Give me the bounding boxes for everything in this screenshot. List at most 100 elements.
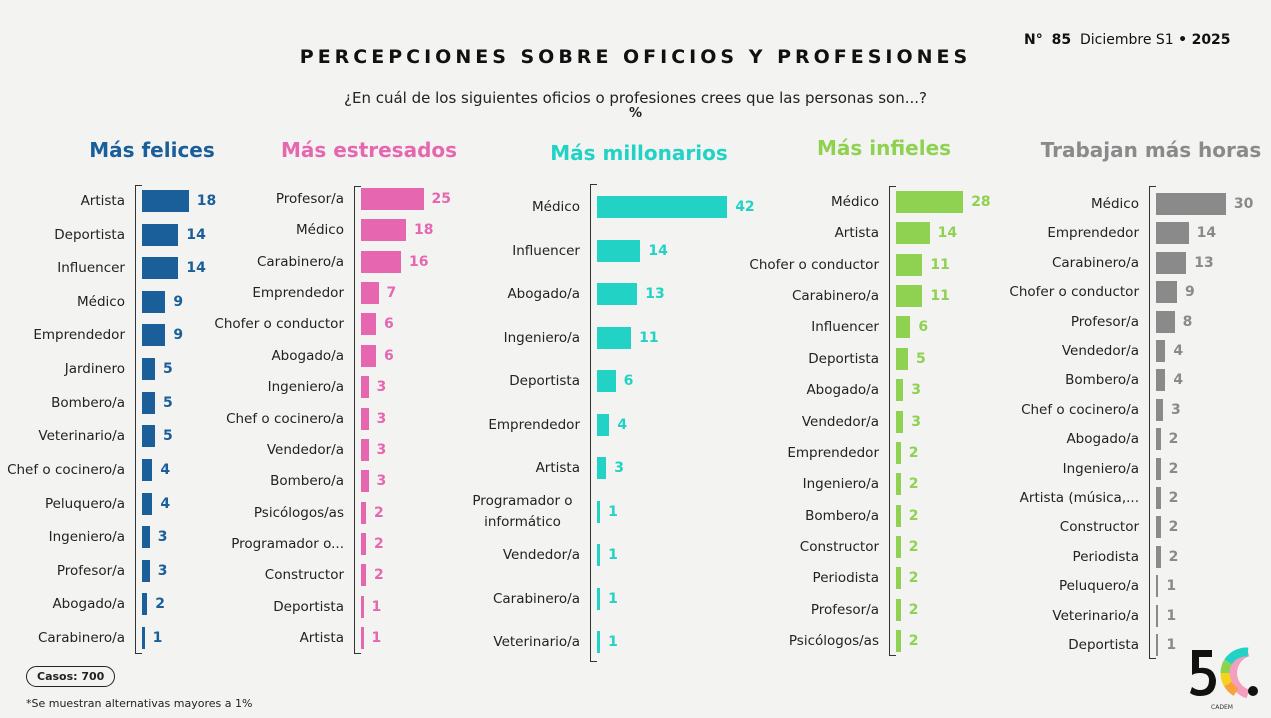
value-label: 11 <box>639 329 659 346</box>
issue-info: N° 85 Diciembre S1 • 2025 <box>1024 32 1231 48</box>
value-label: 3 <box>376 441 387 458</box>
value-label: 2 <box>374 567 384 584</box>
value-label: 2 <box>908 538 919 555</box>
category-label: Chef o cocinero/a <box>7 461 125 478</box>
issue-separator: • <box>1178 32 1188 48</box>
bar <box>1156 457 1161 480</box>
category-label: Carabinero/a <box>1051 254 1139 271</box>
bar <box>1156 604 1159 627</box>
category-label: Peluquero/a <box>1058 578 1139 595</box>
value-label: 4 <box>617 416 628 433</box>
value-label: 6 <box>384 316 394 333</box>
category-label: Artista <box>535 460 580 476</box>
bar <box>896 285 923 308</box>
bar <box>361 376 369 399</box>
value-label: 2 <box>374 535 384 552</box>
bar <box>142 492 153 515</box>
bar <box>1156 487 1161 509</box>
value-label: 3 <box>376 410 387 427</box>
value-label: 14 <box>186 260 206 277</box>
category-label: Chofer o conductor <box>1009 284 1139 301</box>
value-label: 1 <box>152 630 163 646</box>
page-title: PERCEPCIONES SOBRE OFICIOS Y PROFESIONES <box>299 46 972 68</box>
value-label: 9 <box>173 327 184 344</box>
bar <box>1156 428 1161 451</box>
value-label: 2 <box>1168 431 1179 448</box>
bar <box>142 190 189 212</box>
bar <box>142 290 166 313</box>
category-label: Ingeniero/a <box>802 476 879 493</box>
category-label: Influencer <box>811 319 879 336</box>
value-label: 7 <box>386 285 397 302</box>
bar <box>361 282 379 305</box>
category-label: Deportista <box>808 350 879 367</box>
bar <box>896 410 904 433</box>
bar <box>1156 369 1166 392</box>
bar <box>142 425 155 448</box>
value-label: 2 <box>1168 519 1179 536</box>
value-label: 1 <box>608 503 618 520</box>
category-label: Artista (música,... <box>1019 490 1139 506</box>
value-label: 18 <box>196 193 217 209</box>
category-label: Artista <box>299 630 344 646</box>
bar <box>896 441 901 464</box>
chart-axis <box>590 184 597 662</box>
value-label: 3 <box>614 460 625 476</box>
bar <box>597 283 638 305</box>
bar <box>142 559 150 582</box>
value-label: 1 <box>608 590 618 607</box>
bar <box>361 627 364 649</box>
bar <box>361 564 366 587</box>
category-label: Psicólogos/as <box>253 504 344 521</box>
bar <box>896 567 901 590</box>
value-label: 5 <box>916 350 926 367</box>
value-label: 3 <box>157 529 168 546</box>
value-label: 3 <box>1170 401 1181 418</box>
category-label: Emprendedor <box>252 285 344 302</box>
category-label: Veterinario/a <box>38 428 125 445</box>
issue-prefix: N° <box>1024 32 1043 48</box>
value-label: 5 <box>163 394 173 411</box>
category-label: Vendedor/a <box>1061 343 1139 359</box>
value-label: 14 <box>186 226 206 243</box>
value-label: 13 <box>1194 254 1214 271</box>
category-label: Médico <box>831 194 879 210</box>
chart-title: Más estresados <box>280 138 458 162</box>
category-label: Médico <box>296 222 344 239</box>
bar <box>597 544 601 566</box>
chart-axis <box>1149 186 1156 659</box>
category-label: Bombero/a <box>1065 372 1139 389</box>
value-label: 42 <box>735 199 755 215</box>
category-label: Médico <box>1091 196 1139 212</box>
chart-title: Más millonarios <box>550 141 728 165</box>
value-label: 1 <box>1166 607 1177 624</box>
value-label: 2 <box>908 570 919 587</box>
bar <box>896 504 901 527</box>
category-label: Carabinero/a <box>256 253 344 270</box>
category-label: Emprendedor <box>787 444 879 461</box>
value-label: 2 <box>908 476 919 493</box>
bar <box>1156 575 1159 598</box>
bar <box>896 630 901 652</box>
bar <box>896 598 901 621</box>
value-label: 9 <box>1184 284 1195 301</box>
category-label: Abogado/a <box>1066 431 1139 448</box>
value-label: 6 <box>918 319 929 336</box>
bar <box>896 347 908 370</box>
value-label: 2 <box>155 596 165 613</box>
category-label: Influencer <box>512 242 580 259</box>
value-label: 3 <box>376 379 387 396</box>
category-label: Ingeniero/a <box>267 379 344 396</box>
issue-year: 2025 <box>1191 32 1231 48</box>
bar <box>896 473 901 496</box>
issue-period: Diciembre S1 <box>1080 32 1174 48</box>
category-label: Ingeniero/a <box>503 329 580 346</box>
category-label: Carabinero/a <box>791 288 879 305</box>
category-label: Constructor <box>1059 519 1139 536</box>
category-label: Psicólogos/as <box>788 633 879 649</box>
category-label: Artista <box>80 193 125 209</box>
value-label: 1 <box>608 634 618 650</box>
value-label: 2 <box>908 444 919 461</box>
bar <box>142 257 179 280</box>
category-label: Veterinario/a <box>1052 607 1139 624</box>
